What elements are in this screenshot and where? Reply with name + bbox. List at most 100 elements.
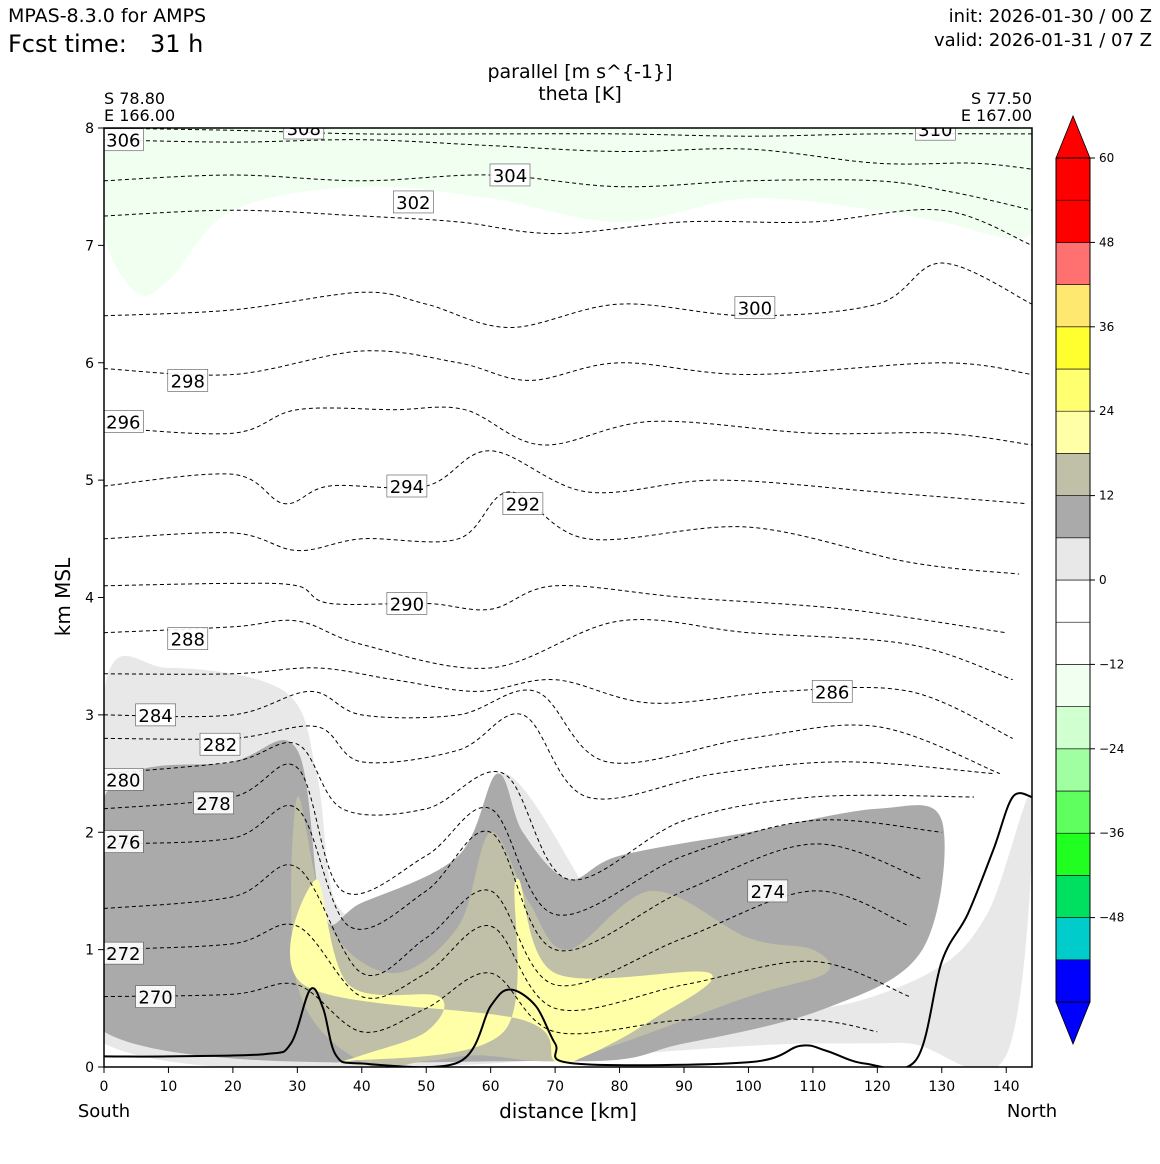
theta-label-292: 292 (502, 492, 544, 516)
colorbar-band (1055, 664, 1091, 707)
terrain-line (104, 792, 1032, 1067)
chart-title-line2: theta [K] (538, 83, 622, 105)
plot-area: 306 308 310 304 302 300 298 296 294 292 290 288 286 2… (104, 128, 1032, 1067)
svg-text:296: 296 (106, 412, 140, 433)
theta-label-302: 302 (393, 190, 434, 214)
colorbar-band (1055, 199, 1091, 243)
colorbar-band (1055, 875, 1091, 918)
svg-text:272: 272 (106, 944, 140, 965)
colorbar-tick-label: −12 (1099, 657, 1124, 671)
colorbar-tick-label: 24 (1099, 404, 1114, 418)
theta-contour-270 (104, 972, 878, 1035)
colorbar-tick-label: −24 (1099, 742, 1124, 756)
theta-label-278: 278 (193, 791, 234, 815)
colorbar-max-extension (1055, 114, 1091, 159)
colorbar-band (1055, 748, 1091, 792)
wind-fill-layer (104, 128, 1032, 1067)
colorbar-tick-label: 0 (1099, 573, 1107, 587)
svg-text:304: 304 (493, 166, 527, 187)
theta-contour-300 (104, 262, 1032, 329)
theta-contour-286 (104, 667, 1013, 739)
theta-label-290: 290 (386, 592, 428, 615)
colorbar-min-extension (1055, 1001, 1091, 1046)
theta-contour-302 (104, 209, 1032, 246)
theta-contour-284 (104, 689, 1000, 775)
theta-contour-280 (104, 742, 975, 881)
wind-region-0 (104, 128, 1032, 296)
colorbar-tick-label: 36 (1099, 320, 1114, 334)
theta-label-284: 284 (135, 703, 176, 727)
svg-text:270: 270 (138, 988, 172, 1009)
y-tick-label: 0 (85, 1060, 94, 1076)
svg-text:286: 286 (815, 682, 849, 703)
svg-text:274: 274 (751, 882, 785, 903)
colorbar-band (1055, 959, 1091, 1003)
x-tick-label: 90 (675, 1079, 693, 1095)
forecast-value: 31 h (150, 30, 203, 58)
theta-label-282: 282 (199, 732, 241, 756)
svg-text:282: 282 (203, 735, 237, 756)
x-axis: 0 10 20 30 40 50 60 70 80 90 100 110 120 130 140 (100, 1067, 1020, 1095)
theta-contour-layer (104, 128, 1032, 1035)
theta-label-270: 270 (135, 985, 176, 1009)
colorbar-band (1055, 242, 1091, 285)
x-tick-label: 50 (417, 1079, 435, 1095)
colorbar-band (1055, 453, 1091, 496)
y-tick-label: 1 (85, 943, 94, 959)
svg-text:288: 288 (171, 630, 205, 651)
y-tick-label: 4 (85, 591, 94, 607)
svg-text:292: 292 (506, 495, 540, 516)
y-axis: 0 1 2 3 4 5 6 7 8 (85, 121, 104, 1076)
colorbar-band (1055, 790, 1091, 834)
colorbar-band (1055, 326, 1091, 370)
theta-contour-288 (104, 619, 1013, 681)
theta-contour-272 (104, 923, 910, 1012)
svg-text:278: 278 (196, 794, 230, 815)
theta-label-288: 288 (167, 627, 209, 651)
colorbar-band (1055, 368, 1091, 412)
colorbar-band (1055, 537, 1091, 581)
model-name: MPAS-8.3.0 for AMPS (8, 5, 206, 27)
colorbar-tick-label: 48 (1099, 235, 1114, 249)
theta-label-274: 274 (747, 879, 789, 903)
theta-contour-306 (104, 139, 1032, 170)
colorbar-band (1055, 495, 1091, 539)
theta-label-280: 280 (104, 768, 144, 791)
colorbar-band (1055, 579, 1091, 623)
theta-label-306: 306 (104, 128, 144, 152)
valid-time: valid: 2026-01-31 / 07 Z (934, 30, 1152, 51)
theta-label-286: 286 (811, 680, 853, 703)
theta-label-296: 296 (104, 410, 144, 433)
x-tick-label: 20 (224, 1079, 242, 1095)
svg-text:298: 298 (171, 371, 205, 392)
colorbar-tick-label: −48 (1099, 911, 1124, 925)
theta-label-304: 304 (489, 163, 531, 187)
theta-label-272: 272 (104, 941, 144, 965)
y-tick-label: 3 (85, 708, 94, 724)
theta-label-layer: 306 308 310 304 302 300 298 296 294 292 290 288 286 2… (104, 128, 956, 1009)
y-tick-label: 2 (85, 825, 94, 841)
y-tick-label: 5 (85, 473, 94, 489)
end-lat: S 77.50 (971, 89, 1032, 108)
theta-contour-296 (104, 406, 1032, 446)
theta-contour-278 (104, 763, 942, 916)
x-tick-label: 60 (482, 1079, 500, 1095)
theta-contour-290 (104, 582, 1007, 634)
y-tick-label: 8 (85, 121, 94, 137)
colorbar-tick-label: −36 (1099, 826, 1124, 840)
svg-text:306: 306 (106, 131, 140, 152)
x-tick-label: 130 (928, 1079, 955, 1095)
start-lat: S 78.80 (104, 89, 165, 108)
colorbar-band (1055, 832, 1091, 876)
y-axis-label: km MSL (51, 557, 75, 636)
x-tick-label: 80 (611, 1079, 629, 1095)
svg-text:280: 280 (106, 770, 140, 791)
colorbar-tick-label: 12 (1099, 489, 1114, 503)
theta-label-298: 298 (167, 369, 209, 392)
colorbar-band (1055, 621, 1091, 665)
theta-label-294: 294 (386, 474, 428, 498)
colorbar-band (1055, 917, 1091, 961)
x-tick-label: 30 (288, 1079, 306, 1095)
x-tick-label: 0 (100, 1079, 109, 1095)
